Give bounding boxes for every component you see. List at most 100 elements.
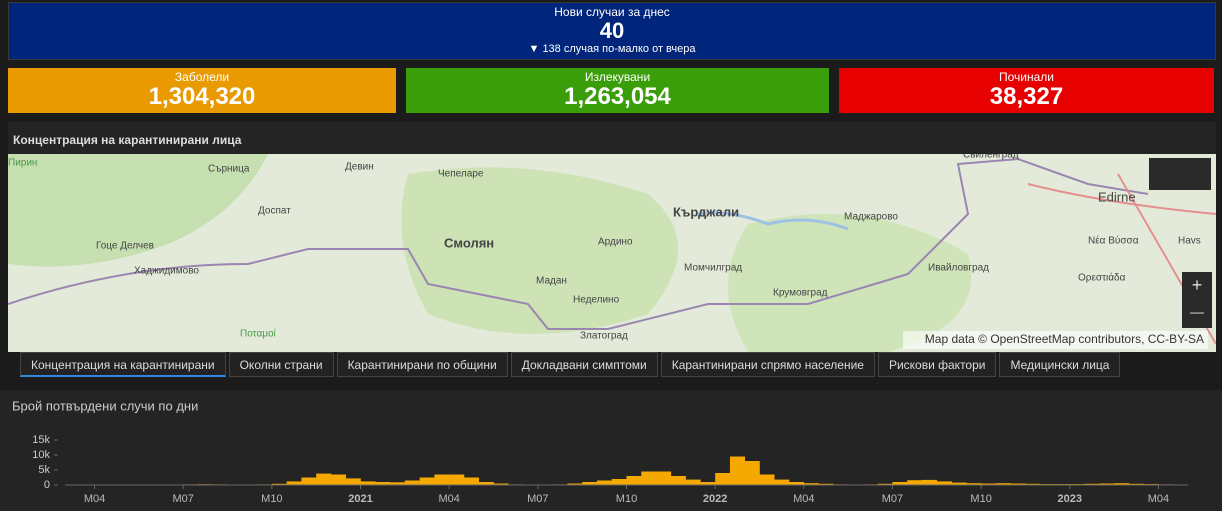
place-label: Момчилград — [684, 263, 742, 274]
x-tick-label: M04 — [1148, 493, 1169, 505]
bar — [966, 483, 982, 485]
bar — [744, 461, 760, 485]
stat-card: Заболели 1,304,320 — [8, 68, 396, 113]
banner-title: Нови случаи за днес — [554, 5, 670, 19]
place-label: Νέα Βύσσα — [1088, 235, 1139, 247]
x-tick-label: M07 — [527, 493, 548, 505]
tab[interactable]: Докладвани симптоми — [510, 352, 658, 377]
x-tick-label: M10 — [261, 493, 282, 505]
place-label: Ορεστιάδα — [1078, 272, 1126, 284]
bar — [892, 482, 908, 485]
place-label: Сърница — [208, 164, 250, 175]
y-tick-label: 0 — [44, 479, 50, 491]
tab[interactable]: Рискови фактори — [877, 352, 997, 377]
bar — [567, 483, 583, 485]
bar — [316, 473, 332, 485]
bar — [375, 482, 391, 485]
x-tick-label: 2023 — [1058, 493, 1082, 505]
place-label: Смолян — [444, 235, 494, 250]
map-toolbar[interactable] — [1149, 158, 1211, 190]
place-label: Крумовград — [773, 288, 828, 299]
map[interactable]: + — Map data © OpenStreetMap contributor… — [8, 154, 1216, 352]
x-tick-label: M07 — [173, 493, 194, 505]
bar — [1099, 483, 1115, 485]
bar — [641, 471, 657, 485]
y-tick-label: 5k — [38, 464, 50, 476]
bar — [936, 481, 952, 485]
forest — [8, 154, 268, 267]
bar — [1010, 483, 1026, 485]
bar — [995, 483, 1011, 485]
x-tick-label: 2022 — [703, 493, 727, 505]
place-label: Ардино — [598, 237, 633, 248]
x-tick-label: 2021 — [348, 493, 372, 505]
tab[interactable]: Концентрация на карантинирани — [20, 352, 226, 377]
place-label: Гоце Делчев — [96, 241, 154, 252]
bar — [596, 480, 613, 485]
bar — [330, 474, 347, 485]
bar — [700, 482, 716, 485]
bar — [951, 482, 967, 485]
tab[interactable]: Карантинирани по общини — [336, 352, 508, 377]
border — [8, 157, 1149, 330]
x-tick-label: M07 — [882, 493, 903, 505]
zoom-in[interactable]: + — [1192, 275, 1203, 295]
bar — [981, 483, 997, 485]
bar — [803, 483, 819, 485]
tab[interactable]: Околни страни — [228, 352, 334, 377]
place-label: Маджарово — [844, 212, 898, 223]
x-tick-label: M10 — [616, 493, 637, 505]
zoom-out[interactable]: — — [1190, 304, 1204, 320]
bar — [1114, 483, 1130, 485]
map-title: Концентрация на карантинирани лица — [13, 133, 242, 147]
card-value: 38,327 — [989, 83, 1064, 110]
bar — [271, 483, 287, 485]
place-label: Ивайловград — [928, 263, 989, 274]
place-label: Девин — [345, 162, 374, 173]
place-label: Хаджидимово — [134, 266, 199, 277]
zoom-controls[interactable] — [1182, 272, 1212, 328]
bar — [449, 474, 465, 485]
bar — [345, 478, 361, 485]
bar — [360, 481, 376, 485]
attribution: Map data © OpenStreetMap contributors, C… — [925, 332, 1204, 346]
x-tick-label: M04 — [84, 493, 105, 505]
bar — [390, 482, 406, 485]
x-tick-label: M04 — [793, 493, 814, 505]
forest — [401, 167, 678, 334]
bar — [1128, 483, 1144, 485]
y-tick-label: 10k — [32, 449, 50, 461]
place-label: Златоград — [580, 331, 628, 342]
place-label: Доспат — [258, 206, 291, 217]
bar — [789, 482, 805, 485]
tab[interactable]: Карантинирани спрямо население — [660, 352, 875, 377]
bar — [759, 474, 775, 485]
bar — [301, 477, 317, 485]
card-value: 1,304,320 — [148, 83, 256, 110]
bar — [419, 477, 435, 485]
bar — [774, 479, 790, 485]
bar — [818, 483, 834, 485]
place-label: Кърджали — [673, 204, 739, 219]
place-label: Свиленград — [963, 154, 1019, 161]
place-label: Мадан — [536, 276, 567, 287]
card-title: Починали — [999, 70, 1054, 84]
tab[interactable]: Медицински лица — [999, 352, 1121, 377]
place-label: Ποταμοί — [240, 328, 277, 340]
stat-card: Починали 38,327 — [839, 68, 1214, 113]
attribution-bg — [903, 331, 1208, 349]
x-tick-label: M10 — [970, 493, 991, 505]
x-tick-label: M04 — [438, 493, 459, 505]
bar — [1084, 483, 1100, 485]
new-cases-banner: Нови случаи за днес 40 ▼ 138 случая по-м… — [8, 2, 1216, 60]
banner-note: ▼ 138 случая по-малко от вчера — [528, 43, 696, 55]
bar — [611, 479, 627, 485]
place-label: Неделино — [573, 295, 620, 306]
bar — [907, 480, 923, 485]
chart: Брой потвърдени случи по дни 0 5k 10k 15k M0… — [12, 398, 1189, 505]
bar — [1025, 483, 1041, 485]
place-label: Чепеларе — [438, 169, 484, 180]
bar — [463, 477, 480, 485]
bar — [729, 456, 746, 485]
